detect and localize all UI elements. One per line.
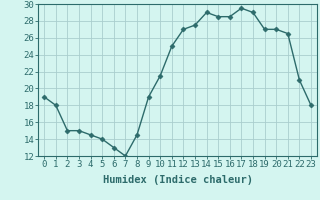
X-axis label: Humidex (Indice chaleur): Humidex (Indice chaleur) [103, 175, 252, 185]
